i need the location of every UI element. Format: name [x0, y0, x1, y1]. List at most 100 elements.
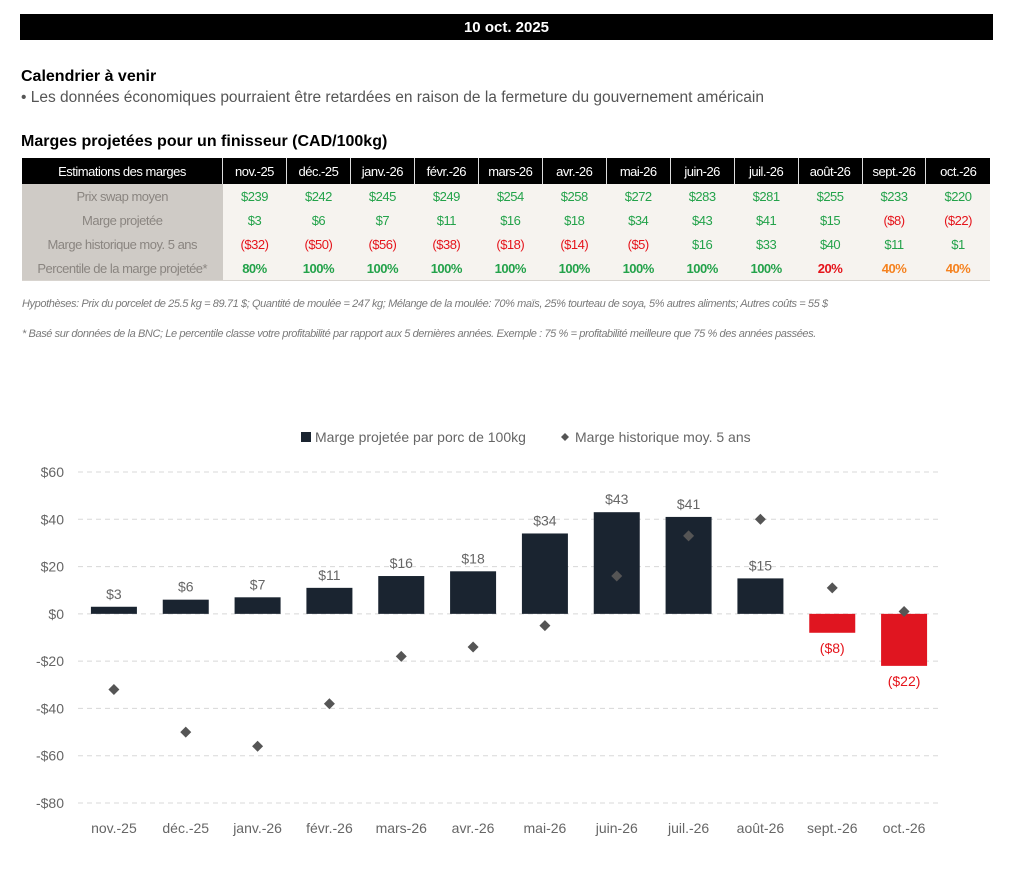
legend-bar-label: Marge projetée par porc de 100kg	[315, 429, 526, 445]
margins-table: Estimations des marges nov.-25 déc.-25 jan…	[22, 158, 990, 281]
historical-marker	[395, 650, 407, 662]
bar	[881, 613, 928, 666]
table-cell: $220	[925, 184, 990, 208]
table-cell: 100%	[414, 256, 479, 281]
legend-diamond-icon	[561, 433, 569, 441]
historical-marker	[611, 570, 623, 582]
legend-bar-swatch	[301, 432, 311, 442]
table-cell: $239	[222, 184, 287, 208]
table-cell: $34	[606, 208, 671, 232]
y-tick-label: $40	[41, 511, 65, 527]
table-cell: $40	[798, 232, 863, 256]
date-banner: 10 oct. 2025	[20, 14, 993, 40]
column-header: oct.-26	[925, 158, 990, 184]
table-cell: $258	[542, 184, 607, 208]
percentile-footnote: * Basé sur données de la BNC; Le percent…	[22, 328, 816, 340]
table-cell: $43	[670, 208, 735, 232]
table-cell: ($5)	[606, 232, 671, 256]
table-cell: 80%	[222, 256, 287, 281]
y-tick-label: -$20	[36, 653, 64, 669]
column-header: avr.-26	[541, 158, 607, 184]
table-cell: ($18)	[478, 232, 543, 256]
bar-value-label: $16	[390, 555, 414, 571]
column-header: mai-26	[605, 158, 671, 184]
x-tick-label: sept.-26	[807, 820, 858, 836]
table-cell: $18	[542, 208, 607, 232]
table-cell: $11	[862, 232, 926, 256]
column-header: juil.-26	[733, 158, 799, 184]
bar	[378, 576, 425, 614]
column-header: août-26	[797, 158, 863, 184]
row-label: Marge projetée	[22, 208, 223, 232]
legend-marker-label: Marge historique moy. 5 ans	[575, 429, 751, 445]
bar-value-label: $41	[677, 496, 701, 512]
table-cell: ($8)	[862, 208, 926, 232]
historical-marker	[252, 740, 264, 752]
historical-marker	[683, 530, 695, 542]
table-cell: 40%	[862, 256, 926, 281]
table-cell: 100%	[478, 256, 543, 281]
x-tick-label: févr.-26	[306, 820, 353, 836]
bar	[306, 587, 353, 614]
bar	[90, 606, 137, 614]
y-tick-label: $0	[48, 606, 64, 622]
y-tick-label: -$40	[36, 700, 64, 716]
table-cell: 100%	[670, 256, 735, 281]
historical-marker	[323, 698, 335, 710]
row-label: Prix swap moyen	[22, 184, 223, 208]
row-label: Percentile de la marge projetée*	[22, 256, 223, 281]
column-header: nov.-25	[222, 158, 287, 184]
bar-value-label: $6	[178, 579, 194, 595]
column-header: janv.-26	[349, 158, 415, 184]
historical-marker	[467, 641, 479, 653]
table-row: Marge historique moy. 5 ans ($32) ($50) ($5…	[22, 232, 990, 256]
column-header: juin-26	[669, 158, 735, 184]
table-cell: 100%	[542, 256, 607, 281]
table-cell: ($38)	[414, 232, 479, 256]
bar	[450, 571, 497, 614]
table-cell: $33	[734, 232, 799, 256]
bar-value-label: $18	[461, 550, 485, 566]
x-tick-label: oct.-26	[883, 820, 926, 836]
margin-chart: Marge projetée par porc de 100kg Marge h…	[36, 429, 940, 836]
historical-marker	[826, 582, 838, 594]
table-cell: 100%	[606, 256, 671, 281]
x-tick-label: mars-26	[376, 820, 428, 836]
table-cell: $41	[734, 208, 799, 232]
table-cell: $16	[670, 232, 735, 256]
x-tick-label: août-26	[737, 820, 785, 836]
table-row: Marge projetée $3 $6 $7 $11 $16 $18 $34 $43 $41 $1…	[22, 208, 990, 232]
historical-marker	[898, 605, 910, 617]
historical-marker	[180, 726, 192, 738]
table-row: Percentile de la marge projetée* 80% 100% 1…	[22, 256, 990, 281]
table-cell: 100%	[350, 256, 415, 281]
bar-value-label: $34	[533, 512, 557, 528]
x-tick-label: mai-26	[524, 820, 567, 836]
column-header: févr.-26	[413, 158, 479, 184]
table-cell: 40%	[925, 256, 990, 281]
historical-marker	[539, 620, 551, 632]
table-header-row: Estimations des marges nov.-25 déc.-25 jan…	[22, 158, 990, 184]
bar-value-label: $43	[605, 491, 629, 507]
table-cell: $233	[862, 184, 926, 208]
x-tick-label: déc.-25	[162, 820, 209, 836]
bar-value-label: $15	[749, 557, 773, 573]
table-cell: $249	[414, 184, 479, 208]
column-header: sept.-26	[861, 158, 926, 184]
table-cell: $283	[670, 184, 735, 208]
bar-value-label: ($8)	[820, 640, 845, 656]
x-tick-label: juin-26	[595, 820, 638, 836]
table-cell: $16	[478, 208, 543, 232]
column-header: mars-26	[477, 158, 543, 184]
table-cell: $281	[734, 184, 799, 208]
chart-legend: Marge projetée par porc de 100kg Marge h…	[301, 429, 751, 445]
bar	[593, 512, 640, 614]
table-cell: ($50)	[286, 232, 351, 256]
table-cell: 100%	[286, 256, 351, 281]
y-tick-label: $60	[41, 464, 65, 480]
x-tick-label: avr.-26	[452, 820, 495, 836]
bar	[737, 578, 784, 614]
row-label: Marge historique moy. 5 ans	[22, 232, 223, 256]
table-cell: ($32)	[222, 232, 287, 256]
table-cell: $255	[798, 184, 863, 208]
